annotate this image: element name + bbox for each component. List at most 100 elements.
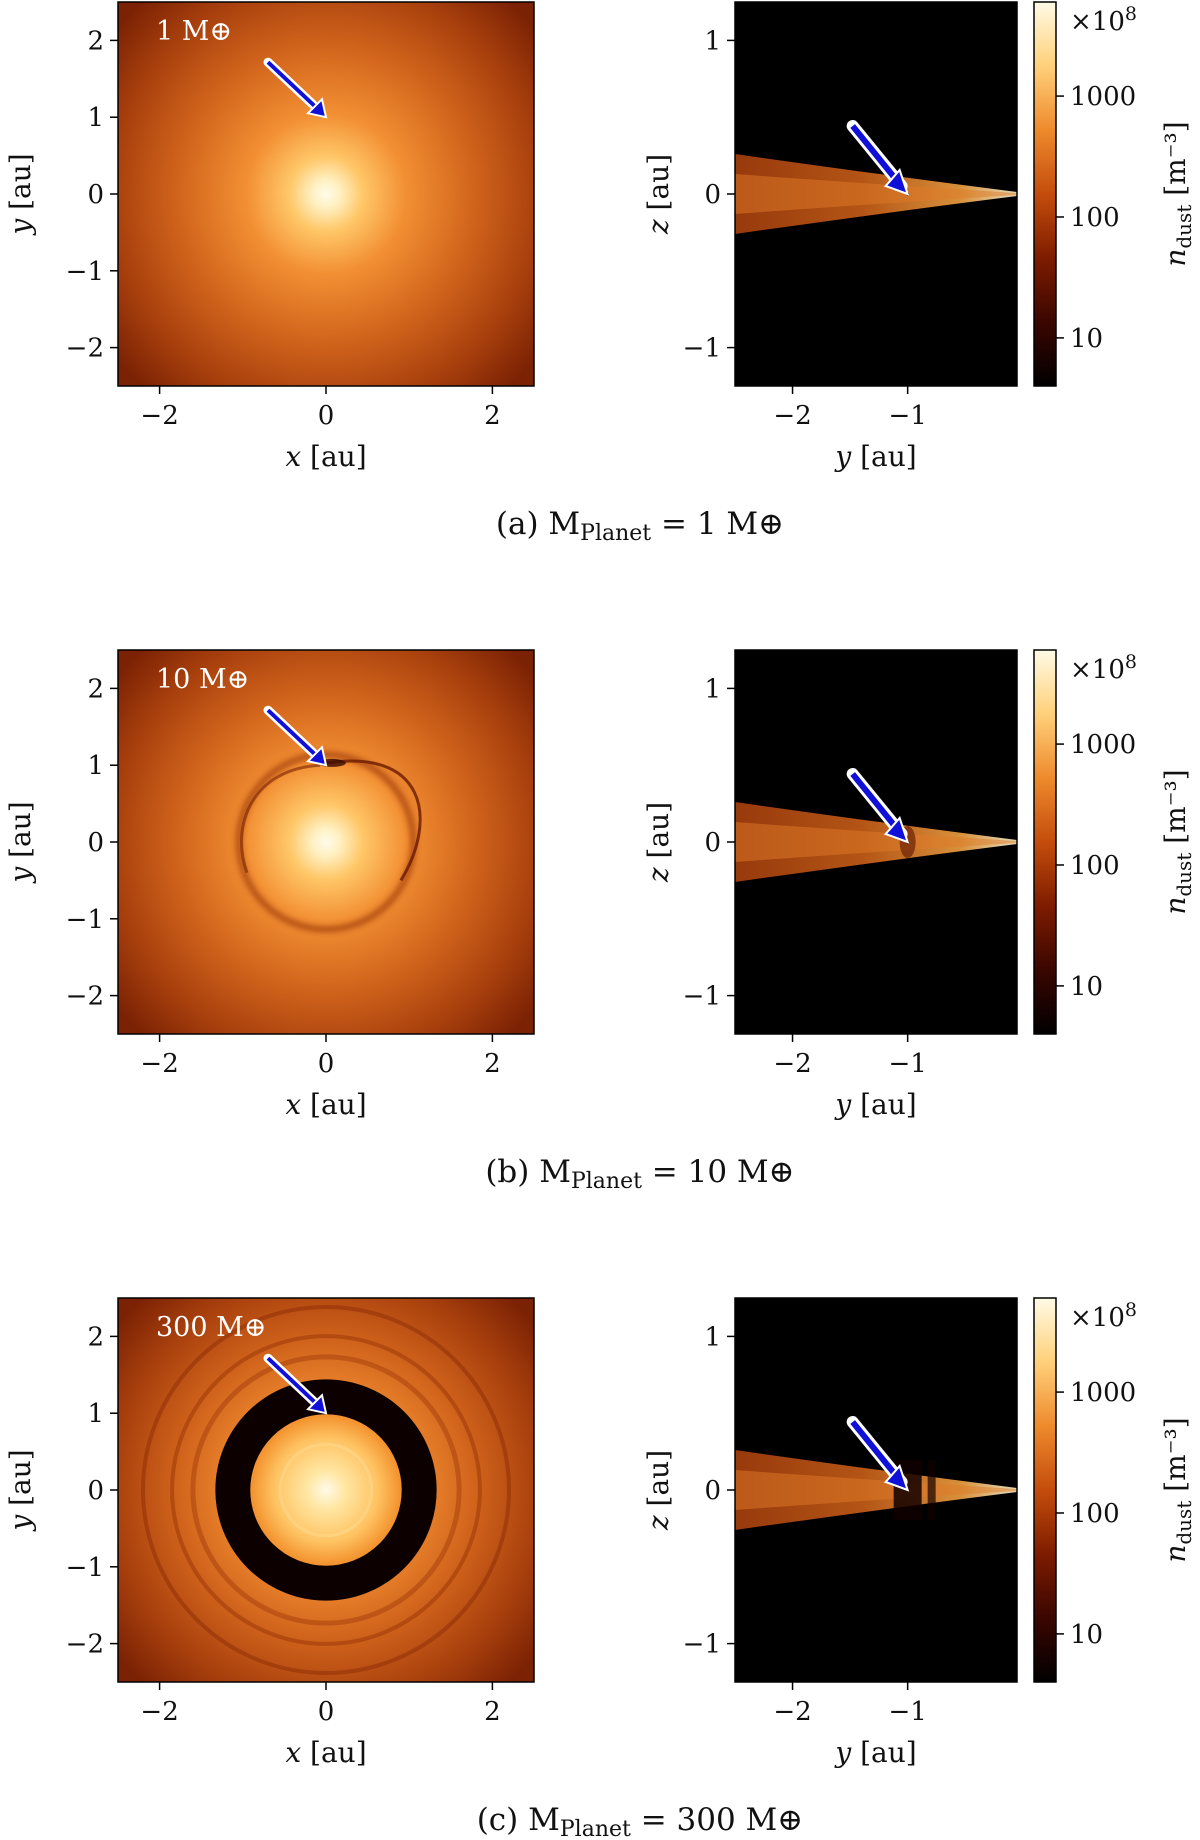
colorbar-tick-label: 100	[1070, 1499, 1120, 1529]
edgeon-ytick-label: −1	[683, 334, 721, 364]
faceon-ytick-label: 2	[87, 1322, 104, 1352]
faceon-xtick-label: 0	[318, 1049, 335, 1079]
edgeon-ytick-label: 1	[704, 26, 721, 56]
gap-annulus-c	[215, 1379, 437, 1601]
mass-label-a: 1 M⊕	[156, 16, 232, 47]
faceon-ylabel: y [au]	[4, 1449, 37, 1532]
faceon-xtick-label: 2	[484, 1697, 501, 1727]
arrow-head-edgeon-b	[883, 816, 910, 844]
outer-ring-c-0	[190, 1354, 462, 1626]
edgeon-ylabel: z [au]	[642, 802, 675, 883]
faceon-ytick-label: −2	[66, 334, 104, 364]
arrow-edgeon-b	[850, 772, 902, 834]
edgeon-ylabel: z [au]	[642, 154, 675, 235]
faceon-image-a	[118, 2, 534, 386]
arrow-edgeon-a	[850, 124, 902, 186]
colorbar-a	[1033, 1, 1057, 387]
arrow-faceon-a	[266, 60, 320, 111]
colorbar-tick-label: 10	[1070, 972, 1103, 1002]
faceon-ytick-label: 0	[87, 828, 104, 858]
colorbar-tick-label: 100	[1070, 203, 1120, 233]
edgeon-ytick-label: 0	[704, 828, 721, 858]
colorbar-c	[1033, 1297, 1057, 1683]
caption-a: (a) MPlanet = 1 M⊕	[496, 506, 784, 546]
faceon-ytick-label: 2	[87, 26, 104, 56]
edgeon-xtick-label: −1	[888, 1697, 926, 1727]
faceon-ytick-label: 0	[87, 180, 104, 210]
faceon-ytick-label: −2	[66, 1630, 104, 1660]
edgeon-xlabel: y [au]	[833, 1736, 916, 1769]
colorbar-tick-label: 10	[1070, 324, 1103, 354]
faceon-xtick-label: 2	[484, 401, 501, 431]
edgeon-gap2-c	[927, 1460, 936, 1520]
colorbar-b	[1033, 649, 1057, 1035]
faceon-ytick-label: 1	[87, 1399, 104, 1429]
edgeon-ytick-label: 0	[704, 1476, 721, 1506]
edgeon-core-a	[735, 174, 1017, 214]
arrow-faceon-b	[266, 708, 320, 759]
faceon-ytick-label: −1	[66, 1553, 104, 1583]
faceon-image-b	[118, 650, 534, 1034]
faceon-ytick-label: 2	[87, 674, 104, 704]
faceon-ytick-label: −1	[66, 905, 104, 935]
faceon-xtick-label: 2	[484, 1049, 501, 1079]
edgeon-core-c	[735, 1470, 1017, 1510]
faceon-ytick-label: 1	[87, 751, 104, 781]
edgeon-ytick-label: −1	[683, 1630, 721, 1660]
arrow-head-edgeon-c	[883, 1464, 910, 1492]
disk-density-b	[118, 650, 534, 1034]
spiral-arm-inner-b	[240, 763, 321, 874]
faceon-xtick-label: −2	[140, 1697, 178, 1727]
colorbar-tick-label: 1000	[1070, 82, 1136, 112]
faceon-xtick-label: 0	[318, 401, 335, 431]
caption-c: (c) MPlanet = 300 M⊕	[477, 1802, 804, 1840]
inner-ring-c	[278, 1442, 374, 1538]
edgeon-xtick-label: −2	[773, 1697, 811, 1727]
edgeon-ytick-label: 0	[704, 180, 721, 210]
colorbar-label: ndust [m⁻³]	[1159, 769, 1196, 914]
arrow-head-edgeon-a	[883, 168, 910, 196]
faceon-ylabel: y [au]	[4, 153, 37, 236]
edgeon-image-b	[735, 650, 1017, 1034]
faceon-image-c	[118, 1298, 534, 1682]
disk-density-a	[118, 2, 534, 386]
faceon-xtick-label: 0	[318, 1697, 335, 1727]
edgeon-ytick-label: −1	[683, 982, 721, 1012]
edgeon-ytick-label: 1	[704, 674, 721, 704]
faceon-ytick-label: 0	[87, 1476, 104, 1506]
colorbar-scale-note: ×108	[1070, 3, 1137, 37]
colorbar-label: ndust [m⁻³]	[1159, 121, 1196, 266]
colorbar-tick-label: 1000	[1070, 730, 1136, 760]
faceon-ytick-label: −1	[66, 257, 104, 287]
edgeon-image-a	[735, 2, 1017, 386]
arrow-head-faceon-a	[306, 97, 328, 119]
edgeon-xtick-label: −2	[773, 401, 811, 431]
faceon-xlabel: x [au]	[285, 1736, 366, 1769]
edgeon-xtick-label: −1	[888, 401, 926, 431]
edgeon-core-b	[735, 822, 1017, 862]
arrow-faceon-c	[266, 1356, 320, 1407]
colorbar-tick-label: 1000	[1070, 1378, 1136, 1408]
caption-b: (b) MPlanet = 10 M⊕	[485, 1154, 794, 1194]
inner-disk-c	[251, 1415, 401, 1565]
edgeon-ytick-label: 1	[704, 1322, 721, 1352]
faceon-xtick-label: −2	[140, 401, 178, 431]
edgeon-xtick-label: −2	[773, 1049, 811, 1079]
colorbar-tick-label: 10	[1070, 1620, 1103, 1650]
outer-ring-c-2	[140, 1304, 512, 1676]
colorbar-scale-note: ×108	[1070, 1299, 1137, 1333]
faceon-ytick-label: −2	[66, 982, 104, 1012]
faceon-xtick-label: −2	[140, 1049, 178, 1079]
gap-ring-b	[235, 751, 417, 933]
edgeon-xlabel: y [au]	[833, 1088, 916, 1121]
outer-ring-c-1	[170, 1334, 482, 1646]
edgeon-xlabel: y [au]	[833, 440, 916, 473]
arrow-head-faceon-b	[306, 745, 328, 767]
colorbar-label: ndust [m⁻³]	[1159, 1417, 1196, 1562]
colorbar-scale-note: ×108	[1070, 651, 1137, 685]
edgeon-xtick-label: −1	[888, 1049, 926, 1079]
